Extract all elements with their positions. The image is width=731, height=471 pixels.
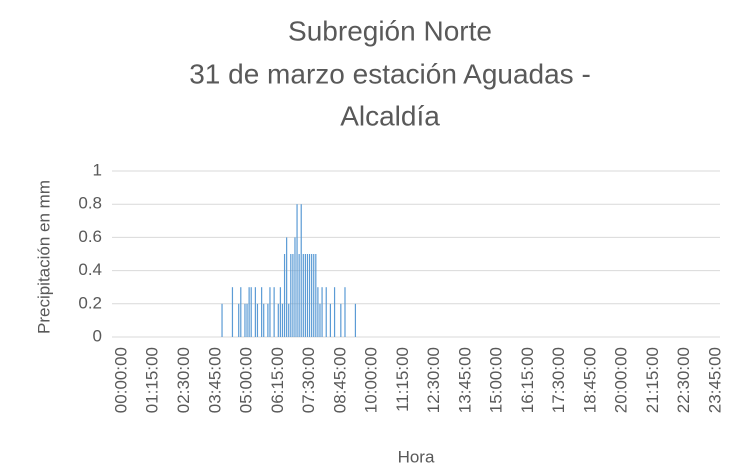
x-tick-label: 06:15:00 (268, 347, 287, 413)
bar (248, 287, 250, 337)
y-tick-label: 1 (93, 160, 102, 179)
chart-title: Subregión Norte (288, 15, 492, 46)
x-tick-label: 03:45:00 (205, 347, 224, 413)
bar (290, 254, 292, 337)
y-tick-label: 0.8 (78, 194, 102, 213)
x-tick-label: 00:00:00 (111, 347, 130, 413)
bar (333, 287, 336, 337)
bar (256, 303, 259, 337)
x-tick-label: 07:30:00 (299, 347, 318, 413)
bar (302, 254, 304, 337)
bar (244, 303, 246, 337)
x-tick-label: 13:45:00 (455, 347, 474, 413)
bar (221, 303, 223, 337)
bar (269, 287, 271, 337)
bar (308, 254, 311, 337)
bar (246, 303, 248, 337)
bar (294, 237, 296, 337)
bar (279, 287, 281, 337)
chart-title: Alcaldía (340, 100, 440, 131)
bar (267, 303, 269, 337)
x-tick-label: 23:45:00 (705, 347, 724, 413)
bar (238, 303, 240, 337)
bar (319, 303, 321, 337)
x-tick-label: 12:30:00 (424, 347, 443, 413)
bar (281, 303, 284, 337)
bar (313, 254, 315, 337)
x-axis-label: Hora (398, 447, 435, 466)
bar (304, 254, 306, 337)
x-tick-label: 05:00:00 (237, 347, 256, 413)
x-tick-label: 20:00:00 (612, 347, 631, 413)
bar (292, 254, 294, 337)
x-tick-label: 08:45:00 (330, 347, 349, 413)
bar (329, 303, 331, 337)
bar (354, 303, 357, 337)
x-tick-label: 02:30:00 (174, 347, 193, 413)
bar (317, 287, 319, 337)
y-tick-label: 0.4 (78, 260, 102, 279)
bar (344, 287, 346, 337)
bar (254, 287, 256, 337)
y-axis-label: Precipitación en mm (34, 180, 53, 334)
bar (273, 287, 275, 337)
bar (300, 204, 302, 337)
x-tick-label: 11:15:00 (393, 347, 412, 412)
bar (340, 303, 342, 337)
y-tick-label: 0 (93, 326, 102, 345)
chart-title: 31 de marzo estación Aguadas - (189, 58, 591, 89)
x-tick-label: 21:15:00 (643, 347, 662, 413)
bar (298, 254, 300, 337)
bar (277, 303, 279, 337)
x-tick-label: 16:15:00 (518, 347, 537, 413)
x-tick-label: 22:30:00 (674, 347, 693, 413)
x-tick-label: 10:00:00 (362, 347, 381, 413)
bar (325, 287, 327, 337)
bar (321, 287, 323, 337)
y-tick-label: 0.2 (78, 293, 102, 312)
bar (288, 303, 290, 337)
bar (306, 254, 309, 337)
bar (296, 204, 298, 337)
bar (263, 303, 265, 337)
bar (283, 254, 286, 337)
bar (261, 287, 263, 337)
bar (250, 287, 252, 337)
bar (311, 254, 313, 337)
bar (231, 287, 234, 337)
x-tick-label: 15:00:00 (487, 347, 506, 413)
bar (240, 287, 242, 337)
y-tick-label: 0.6 (78, 227, 102, 246)
x-tick-label: 17:30:00 (549, 347, 568, 413)
bar (315, 254, 317, 337)
bar (286, 237, 288, 337)
x-tick-label: 01:15:00 (143, 347, 162, 413)
x-tick-label: 18:45:00 (580, 347, 599, 413)
